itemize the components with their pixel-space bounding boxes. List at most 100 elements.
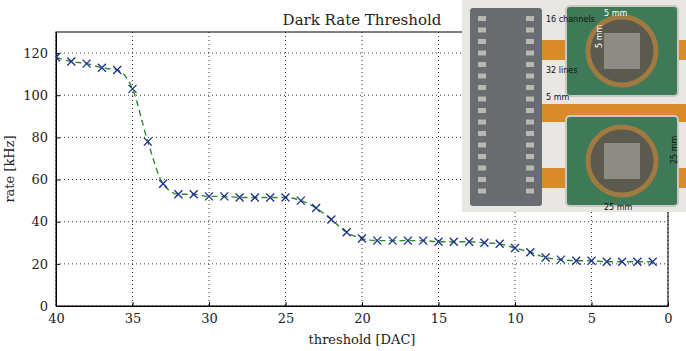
grid-line-x [285, 32, 286, 306]
inset-label: 25 mm [604, 203, 633, 212]
inset-pad [526, 166, 534, 171]
inset-pad [526, 189, 534, 194]
grid-line-y [56, 263, 668, 264]
tick-label: 30 [201, 311, 218, 326]
data-point [312, 204, 320, 212]
tick: 0 [40, 299, 60, 314]
data-point [542, 254, 550, 262]
data-point [419, 237, 427, 245]
data-point [526, 248, 534, 256]
tick-label: 40 [48, 311, 65, 326]
inset-pad [478, 166, 486, 171]
inset-pad [526, 85, 534, 90]
data-point [557, 256, 565, 264]
tick-mark [56, 95, 60, 96]
tick: 30 [201, 302, 218, 326]
inset-label: 25 mm [670, 135, 679, 164]
grid-line-x [132, 32, 133, 306]
data-point [435, 238, 443, 246]
inset-pad [526, 16, 534, 21]
inset-background [462, 0, 686, 212]
data-point [205, 192, 213, 200]
inset-ring [588, 17, 656, 85]
inset-pad [478, 189, 486, 194]
inset-pad [526, 154, 534, 159]
tick: 10 [507, 302, 524, 326]
data-point [496, 240, 504, 248]
tick-mark [56, 180, 60, 181]
data-point [174, 190, 182, 198]
tick-label: 25 [278, 311, 295, 326]
tick: 80 [31, 130, 60, 145]
inset-pad [478, 28, 486, 33]
inset-chip [604, 33, 640, 69]
data-point [588, 257, 596, 265]
tick-mark [362, 302, 363, 306]
inset-chip [604, 143, 640, 179]
y-axis: 020406080100120 [23, 33, 60, 314]
tick: 20 [354, 302, 371, 326]
data-point [67, 58, 75, 66]
inset-pad [526, 28, 534, 33]
inset-pad [478, 177, 486, 182]
inset-label: 5 mm [595, 25, 604, 48]
data-point [113, 66, 121, 74]
data-point [404, 237, 412, 245]
data-point [511, 244, 519, 252]
grid-line-x [438, 32, 439, 306]
inset-photo: 16 channels32 lines5 mm5 mm5 mm25 mm25 m… [462, 0, 686, 212]
inset-pad [526, 131, 534, 136]
tick-label: 120 [23, 46, 48, 61]
data-point [450, 238, 458, 246]
tick: 35 [125, 302, 142, 326]
inset-pad [478, 154, 486, 159]
tick-mark [133, 302, 134, 306]
inset-pad [478, 39, 486, 44]
data-point [129, 85, 137, 93]
inset-pad [526, 120, 534, 125]
data-point [572, 257, 580, 265]
tick-mark [592, 302, 593, 306]
tick-label: 60 [31, 172, 48, 187]
inset-pad [526, 97, 534, 102]
tick-label: 15 [431, 311, 448, 326]
tick: 120 [23, 46, 60, 61]
tick-mark [668, 302, 669, 306]
data-point [56, 53, 60, 61]
data-point [358, 235, 366, 243]
tick-label: 0 [40, 299, 48, 314]
inset-pad [478, 143, 486, 148]
inset-pad [478, 97, 486, 102]
chart: 4035302520151050020406080100120Dark Rate… [0, 0, 686, 351]
inset-label: 5 mm [604, 9, 627, 18]
tick-mark [515, 302, 516, 306]
tick-label: 20 [354, 311, 371, 326]
inset-pad [478, 120, 486, 125]
data-point [297, 197, 305, 205]
inset-label: 32 lines [546, 66, 577, 75]
inset-pad [526, 39, 534, 44]
grid-line-x [362, 32, 363, 306]
inset-pad [478, 51, 486, 56]
inset-pad [478, 108, 486, 113]
inset-pad [526, 177, 534, 182]
tick: 100 [23, 88, 60, 103]
x-axis-label: threshold [DAC] [309, 332, 416, 347]
tick-mark [209, 302, 210, 306]
data-point [327, 216, 335, 224]
inset-ring [588, 127, 656, 195]
data-point [83, 60, 91, 68]
inset-board [566, 116, 678, 206]
data-point [144, 138, 152, 146]
data-point [159, 180, 167, 188]
tick-label: 40 [31, 214, 48, 229]
x-axis: 40 35 30 25 20 15 10 5 0 [48, 302, 672, 326]
tick: 0 [664, 302, 672, 326]
tick-label: 5 [588, 311, 596, 326]
chart-title: Dark Rate Threshold [283, 11, 442, 29]
grid-line-y [56, 221, 668, 222]
tick-label: 35 [125, 311, 142, 326]
data-point [190, 190, 198, 198]
tick-mark [56, 222, 60, 223]
data-point [465, 238, 473, 246]
